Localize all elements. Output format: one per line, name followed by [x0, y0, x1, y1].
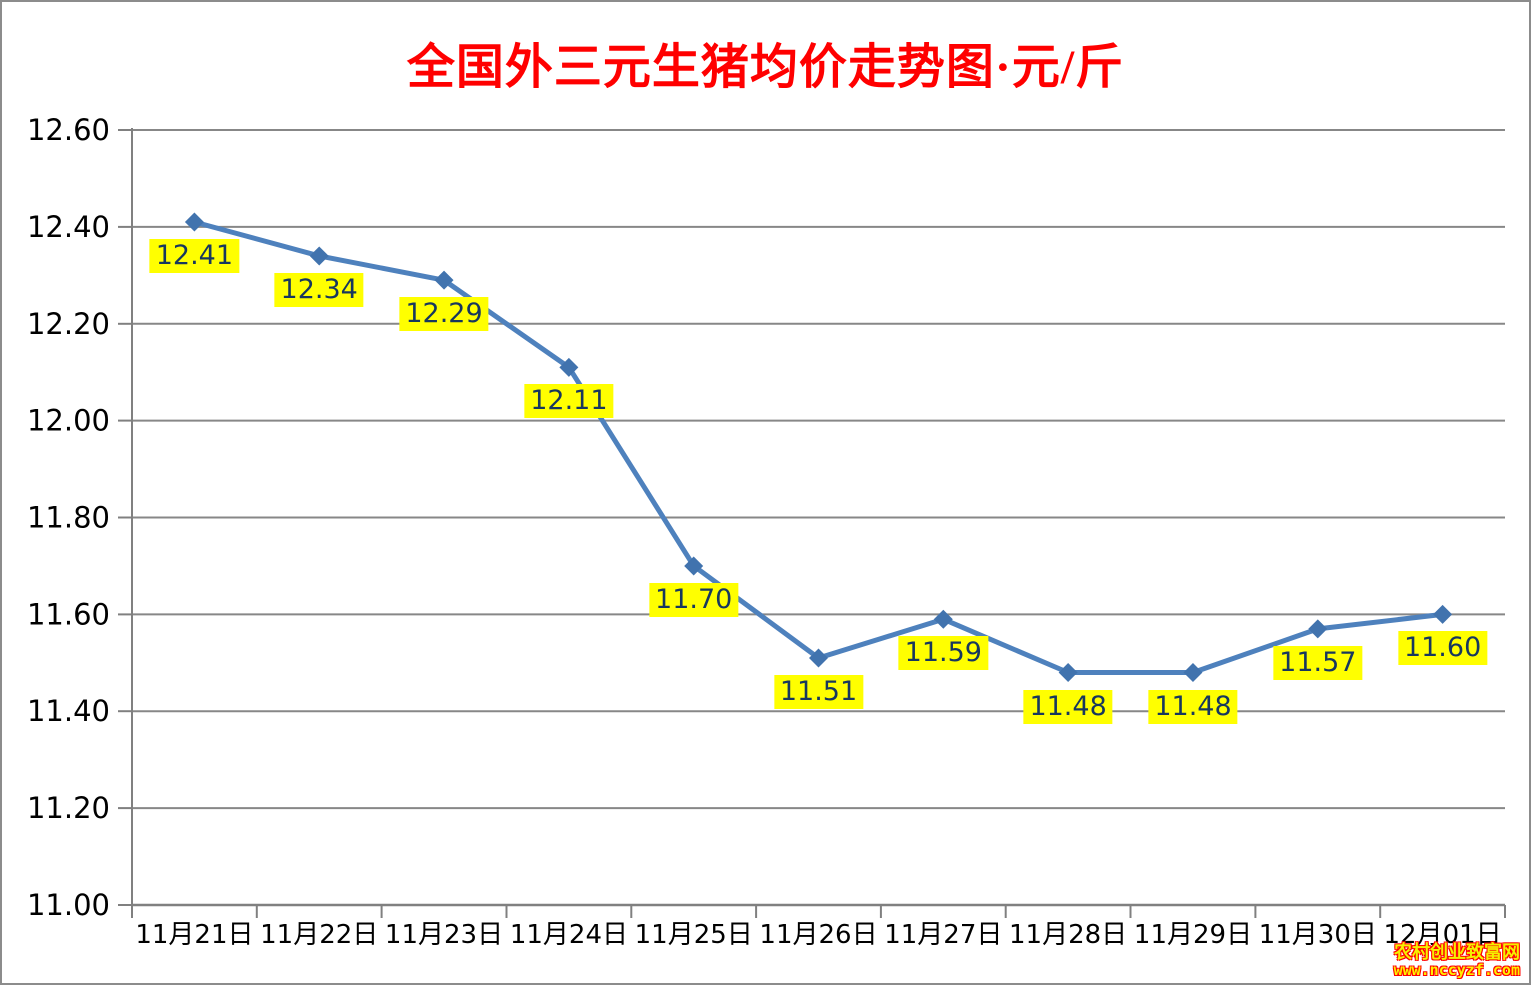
watermark-url: www.nccyzf.com: [1393, 961, 1520, 979]
watermark: 农村创业致富网 www.nccyzf.com: [1394, 943, 1520, 979]
x-tick-label: 11月30日: [1259, 920, 1377, 950]
data-point-marker: [1433, 604, 1453, 624]
x-tick-label: 11月25日: [635, 920, 753, 950]
watermark-site-name: 农村创业致富网: [1394, 942, 1520, 963]
y-tick-label: 12.60: [27, 113, 110, 147]
y-tick-label: 11.20: [27, 791, 110, 825]
y-tick-label: 11.80: [27, 501, 110, 535]
y-tick-label: 12.00: [27, 404, 110, 438]
y-tick-label: 11.60: [27, 597, 110, 631]
data-point-marker: [309, 246, 329, 266]
x-tick-label: 11月28日: [1009, 920, 1127, 950]
data-point-marker: [1183, 663, 1203, 682]
x-tick-label: 11月24日: [510, 920, 628, 950]
data-point-marker: [684, 556, 704, 576]
price-line: [191, 219, 1446, 675]
x-tick-label: 11月21日: [135, 920, 253, 950]
data-point-marker: [184, 212, 204, 232]
x-tick-label: 11月26日: [759, 920, 877, 950]
x-tick-label: 11月27日: [884, 920, 1002, 950]
x-tick-label: 11月29日: [1134, 920, 1252, 950]
y-tick-label: 12.40: [27, 210, 110, 244]
y-tick-label: 11.40: [27, 694, 110, 728]
data-point-marker: [1308, 619, 1328, 639]
x-tick-label: 11月22日: [260, 920, 378, 950]
x-tick-label: 11月23日: [385, 920, 503, 950]
y-tick-label: 12.20: [27, 307, 110, 341]
data-point-marker: [809, 648, 828, 668]
data-point-marker: [1058, 663, 1078, 682]
x-tick-label: 12月01日: [1384, 920, 1502, 950]
data-point-marker: [933, 609, 953, 629]
y-tick-label: 11.00: [27, 888, 110, 922]
chart-title: 全国外三元生猪均价走势图·元/斤: [406, 41, 1125, 94]
data-point-marker: [559, 357, 579, 377]
data-point-marker: [434, 270, 454, 290]
